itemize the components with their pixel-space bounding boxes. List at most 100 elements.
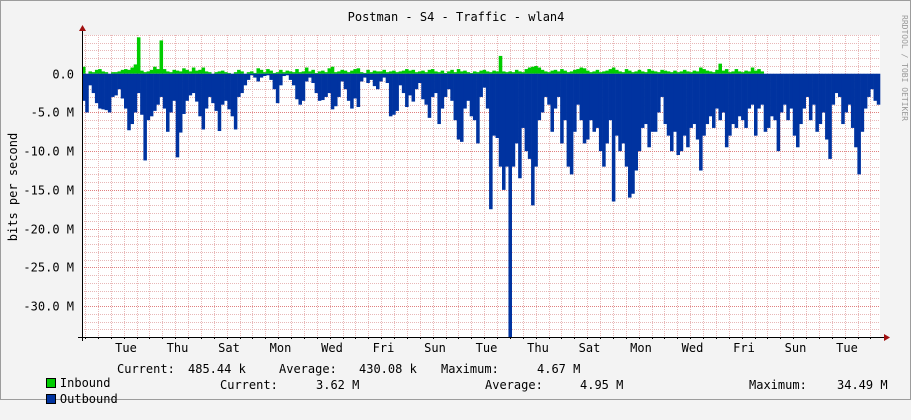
outbound-bar bbox=[838, 73, 842, 97]
outbound-bar bbox=[149, 73, 154, 117]
outbound-bar bbox=[275, 73, 280, 104]
outbound-bar bbox=[666, 73, 671, 136]
inbound-bar bbox=[369, 72, 374, 74]
outbound-bar bbox=[631, 73, 635, 194]
outbound-bar bbox=[256, 73, 260, 82]
outbound-bar bbox=[534, 73, 538, 167]
x-tick-label: Thu bbox=[167, 341, 189, 355]
outbound-maximum-value: 34.49 M bbox=[837, 378, 888, 392]
outbound-bar bbox=[741, 73, 745, 121]
outbound-bar bbox=[831, 73, 836, 105]
inbound-bar bbox=[715, 69, 719, 74]
inbound-bar bbox=[553, 69, 558, 74]
outbound-bar bbox=[308, 73, 312, 78]
outbound-swatch bbox=[45, 393, 56, 404]
inbound-bar bbox=[511, 72, 516, 74]
outbound-bar bbox=[595, 73, 600, 128]
x-tick-label: Tue bbox=[115, 341, 137, 355]
inbound-bar bbox=[233, 72, 238, 74]
outbound-average-value: 4.95 M bbox=[580, 378, 624, 392]
outbound-bar bbox=[779, 73, 784, 113]
outbound-bar bbox=[401, 73, 406, 94]
inbound-bar bbox=[660, 69, 664, 74]
outbound-bar bbox=[463, 73, 467, 109]
outbound-bar bbox=[246, 73, 251, 80]
inbound-bar bbox=[308, 71, 312, 74]
inbound-bar bbox=[495, 71, 500, 74]
outbound-bar bbox=[330, 73, 335, 110]
x-tick-label: Tue bbox=[836, 341, 858, 355]
inbound-bar bbox=[214, 72, 218, 74]
outbound-current-value: 3.62 M bbox=[316, 378, 360, 392]
outbound-bar bbox=[737, 73, 742, 117]
y-tick-label: -30.0 M bbox=[23, 300, 74, 314]
outbound-bar bbox=[618, 73, 622, 152]
outbound-bar bbox=[292, 73, 296, 86]
outbound-bar bbox=[430, 73, 435, 97]
outbound-bar bbox=[718, 73, 722, 121]
outbound-bar bbox=[660, 73, 664, 97]
outbound-bar bbox=[114, 73, 118, 96]
outbound-bar bbox=[731, 73, 735, 125]
outbound-bar bbox=[376, 73, 380, 90]
inbound-bar bbox=[101, 71, 105, 74]
outbound-bar bbox=[502, 73, 506, 190]
outbound-bar bbox=[185, 73, 189, 101]
inbound-bar bbox=[737, 71, 742, 74]
outbound-bar bbox=[250, 73, 254, 76]
inbound-bar bbox=[182, 68, 186, 74]
outbound-bar bbox=[366, 73, 370, 84]
x-tick-label: Mon bbox=[630, 341, 652, 355]
outbound-bar bbox=[485, 73, 490, 109]
outbound-bar bbox=[602, 73, 606, 167]
outbound-bar bbox=[440, 73, 445, 109]
inbound-bar bbox=[91, 72, 96, 74]
outbound-bar bbox=[175, 73, 180, 158]
x-tick-label: Wed bbox=[321, 341, 343, 355]
outbound-bar bbox=[447, 73, 451, 90]
outbound-bar bbox=[472, 73, 477, 121]
inbound-bar bbox=[285, 70, 290, 74]
inbound-bar bbox=[178, 71, 183, 74]
outbound-bar bbox=[211, 73, 215, 104]
inbound-bar bbox=[304, 67, 309, 74]
inbound-bar bbox=[392, 70, 396, 74]
outbound-bar bbox=[359, 73, 364, 82]
y-axis-arrow bbox=[79, 25, 86, 31]
inbound-bar bbox=[295, 69, 299, 74]
inbound-bar bbox=[682, 69, 687, 74]
inbound-bar bbox=[104, 72, 109, 74]
inbound-bar bbox=[127, 69, 131, 74]
outbound-bar bbox=[611, 73, 616, 202]
outbound-bar bbox=[195, 73, 199, 102]
inbound-bar bbox=[208, 72, 212, 74]
outbound-bar bbox=[815, 73, 819, 132]
outbound-bar bbox=[792, 73, 797, 136]
inbound-bar bbox=[162, 69, 167, 74]
outbound-bar bbox=[647, 73, 651, 148]
outbound-bar bbox=[876, 73, 881, 105]
inbound-bar bbox=[337, 71, 341, 74]
inbound-bar bbox=[611, 67, 616, 74]
inbound-bar bbox=[224, 72, 228, 74]
inbound-bar bbox=[363, 72, 367, 74]
inbound-bar bbox=[237, 69, 241, 74]
inbound-bar bbox=[734, 69, 739, 74]
outbound-bar bbox=[285, 73, 290, 76]
outbound-bar bbox=[673, 73, 677, 132]
outbound-bar bbox=[156, 73, 160, 105]
inbound-bar bbox=[602, 71, 606, 74]
outbound-bar bbox=[117, 73, 122, 90]
inbound-bar bbox=[314, 72, 319, 74]
inbound-bar bbox=[521, 72, 525, 74]
inbound-bar bbox=[556, 71, 561, 74]
inbound-bar bbox=[673, 70, 677, 74]
outbound-bar bbox=[605, 73, 609, 144]
inbound-bar bbox=[686, 71, 690, 74]
outbound-bar bbox=[227, 73, 231, 110]
outbound-series bbox=[82, 73, 881, 337]
outbound-bar bbox=[556, 73, 561, 97]
outbound-bar bbox=[686, 73, 690, 148]
outbound-bar bbox=[178, 73, 183, 133]
inbound-bar bbox=[382, 69, 386, 74]
